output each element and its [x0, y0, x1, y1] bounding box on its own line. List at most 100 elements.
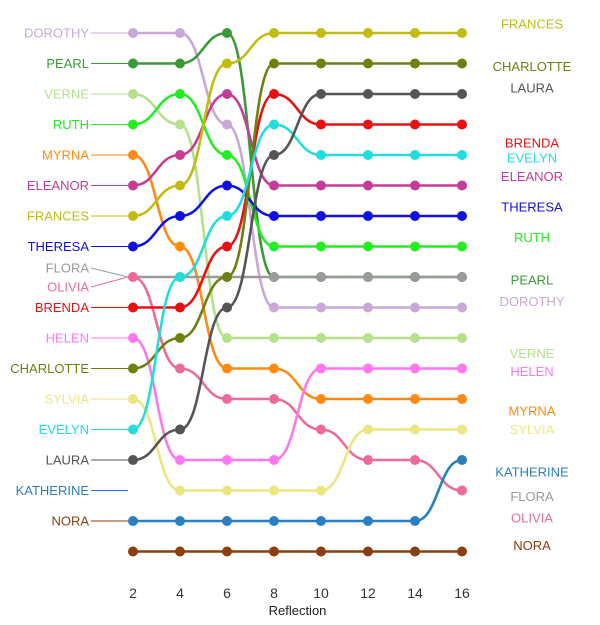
point-ruth-16: [457, 241, 467, 252]
point-verne-10: [316, 333, 326, 343]
point-brenda-10: [316, 119, 326, 130]
point-katherine-16: [457, 455, 467, 465]
right-label-laura: LAURA: [510, 80, 554, 95]
point-eleanor-8: [269, 180, 279, 191]
point-brenda-12: [363, 119, 373, 130]
point-dorothy-14: [410, 302, 420, 313]
point-theresa-8: [269, 211, 279, 221]
left-label-laura: LAURA: [46, 453, 90, 468]
series-line-dorothy: [133, 31, 462, 309]
point-helen-10: [316, 363, 326, 374]
left-label-myrna: MYRNA: [42, 148, 89, 163]
point-helen-2: [128, 333, 138, 343]
point-sylvia-2: [128, 394, 138, 404]
point-myrna-10: [316, 394, 326, 404]
right-label-flora: FLORA: [510, 489, 554, 504]
point-olivia-16: [457, 485, 467, 496]
point-charlotte-4: [175, 333, 185, 343]
right-label-myrna: MYRNA: [509, 404, 556, 419]
x-tick-14: 14: [407, 585, 423, 601]
x-tick-16: 16: [454, 585, 470, 601]
point-helen-14: [410, 363, 420, 374]
point-dorothy-6: [222, 119, 232, 130]
left-labels: DOROTHY PEARL VERNE RUTH MYRNA ELEANOR FRANCES…: [10, 26, 129, 529]
right-label-eleanor: ELEANOR: [501, 169, 563, 184]
point-myrna-2: [128, 150, 138, 160]
point-sylvia-14: [410, 424, 420, 435]
point-laura-14: [410, 89, 420, 99]
point-olivia-6: [222, 394, 232, 404]
right-label-nora: NORA: [513, 538, 551, 553]
point-theresa-2: [128, 241, 138, 252]
point-flora-10: [316, 272, 326, 282]
point-sylvia-8: [269, 485, 279, 496]
point-frances-6: [222, 58, 232, 69]
point-frances-12: [363, 28, 373, 38]
left-label-katherine: KATHERINE: [16, 483, 90, 498]
left-label-sylvia: SYLVIA: [44, 392, 89, 407]
point-frances-8: [269, 28, 279, 38]
point-charlotte-14: [410, 58, 420, 69]
x-tick-12: 12: [360, 585, 376, 601]
point-olivia-8: [269, 394, 279, 404]
point-ruth-8: [269, 241, 279, 252]
point-nora-14: [410, 546, 420, 557]
point-evelyn-4: [175, 272, 185, 282]
left-label-ruth: RUTH: [53, 117, 89, 132]
point-nora-12: [363, 546, 373, 557]
point-helen-6: [222, 455, 232, 465]
right-label-pearl: PEARL: [511, 273, 554, 288]
point-frances-14: [410, 28, 420, 38]
right-label-verne: VERNE: [510, 346, 555, 361]
point-ruth-10: [316, 241, 326, 252]
point-charlotte-12: [363, 58, 373, 69]
point-evelyn-8: [269, 119, 279, 130]
right-label-charlotte: CHARLOTTE: [493, 59, 572, 74]
point-katherine-4: [175, 516, 185, 526]
series-points: [128, 28, 467, 557]
point-evelyn-10: [316, 150, 326, 160]
point-pearl-2: [128, 58, 138, 69]
point-charlotte-8: [269, 58, 279, 69]
point-olivia-2: [128, 272, 138, 282]
point-katherine-6: [222, 516, 232, 526]
point-evelyn-6: [222, 211, 232, 221]
point-nora-8: [269, 546, 279, 557]
left-label-flora: FLORA: [46, 261, 90, 276]
point-brenda-16: [457, 119, 467, 130]
point-dorothy-8: [269, 302, 279, 313]
point-nora-4: [175, 546, 185, 557]
point-laura-2: [128, 455, 138, 465]
left-label-nora: NORA: [51, 514, 89, 529]
point-dorothy-4: [175, 28, 185, 38]
point-verne-12: [363, 333, 373, 343]
point-olivia-14: [410, 455, 420, 465]
point-flora-12: [363, 272, 373, 282]
right-label-dorothy: DOROTHY: [500, 294, 565, 309]
point-laura-4: [175, 424, 185, 435]
point-verne-2: [128, 89, 138, 99]
point-ruth-4: [175, 89, 185, 99]
point-sylvia-16: [457, 424, 467, 435]
left-label-charlotte: CHARLOTTE: [10, 361, 89, 376]
point-olivia-10: [316, 424, 326, 435]
point-theresa-10: [316, 211, 326, 221]
point-theresa-14: [410, 211, 420, 221]
left-label-eleanor: ELEANOR: [27, 178, 89, 193]
point-brenda-2: [128, 302, 138, 313]
right-label-katherine: KATHERINE: [495, 465, 569, 480]
point-ruth-2: [128, 119, 138, 130]
left-label-evelyn: EVELYN: [39, 422, 89, 437]
point-sylvia-12: [363, 424, 373, 435]
point-verne-4: [175, 119, 185, 130]
point-sylvia-10: [316, 485, 326, 496]
point-sylvia-4: [175, 485, 185, 496]
left-leader-flora: [90, 267, 129, 278]
point-dorothy-10: [316, 302, 326, 313]
point-pearl-6: [222, 28, 232, 38]
point-dorothy-12: [363, 302, 373, 313]
left-leader-olivia: [90, 276, 129, 288]
point-evelyn-12: [363, 150, 373, 160]
point-katherine-8: [269, 516, 279, 526]
point-myrna-16: [457, 394, 467, 404]
